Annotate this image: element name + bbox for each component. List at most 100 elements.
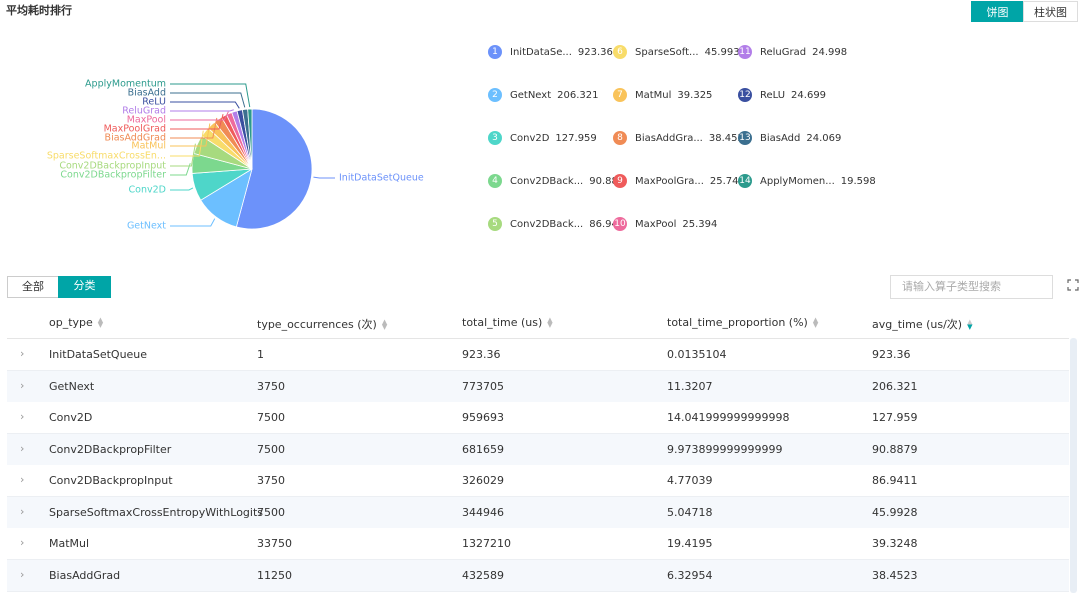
legend-label: MaxPoolGra...	[635, 176, 704, 187]
pie-label: GetNext	[127, 221, 166, 232]
legend-value: 24.998	[812, 47, 848, 58]
leader-line	[170, 101, 240, 109]
column-header[interactable]: avg_time (us/次) ▲ ▼	[872, 318, 973, 331]
sort-icon: ▲ ▼	[547, 316, 553, 329]
fullscreen-icon[interactable]	[1066, 278, 1080, 292]
legend-rank: 2	[488, 88, 502, 102]
legend-value: 19.598	[840, 176, 876, 187]
table-cell: 4.77039	[667, 474, 713, 487]
legend-label: Conv2DBack...	[510, 176, 584, 187]
legend-rank: 3	[488, 131, 502, 145]
table-row[interactable]	[7, 559, 1069, 592]
legend-value: 24.699	[791, 90, 827, 101]
legend-value: 45.993	[704, 47, 740, 58]
expand-icon[interactable]: ›	[20, 410, 25, 423]
pie-label: Conv2D	[129, 185, 166, 196]
leader-line	[170, 218, 216, 227]
table-row[interactable]	[7, 496, 1069, 529]
pie-label: ReLU	[142, 97, 166, 108]
table-cell: 773705	[462, 379, 504, 393]
legend-item[interactable]: 10 MaxPool 25.394	[613, 217, 717, 231]
leader-line	[170, 92, 246, 108]
tab-category[interactable]: 分类	[58, 276, 111, 298]
legend-item[interactable]: 1 InitDataSe... 923.360	[488, 45, 619, 59]
legend-rank: 5	[488, 217, 502, 231]
legend-label: MaxPool	[635, 219, 677, 230]
sort-icon: ▲ ▼	[967, 318, 973, 331]
pie-label: ReluGrad	[122, 106, 166, 117]
table-cell: 923.36	[462, 348, 501, 361]
legend-item[interactable]: 11 ReluGrad 24.998	[738, 45, 847, 59]
table-cell: 923.36	[872, 348, 911, 361]
pie-slice[interactable]	[247, 108, 253, 170]
leader-line	[170, 130, 204, 157]
expand-icon[interactable]: ›	[20, 504, 25, 518]
column-header[interactable]: op_type ▲ ▼	[49, 316, 104, 329]
table-row[interactable]	[7, 465, 1069, 497]
legend-value: 39.325	[677, 90, 713, 101]
leader-line	[170, 114, 224, 130]
table-cell: 11250	[257, 568, 292, 582]
table-cell: 7500	[257, 505, 285, 519]
legend-item[interactable]: 2 GetNext 206.321	[488, 88, 598, 102]
pie-toggle[interactable]: 饼图	[971, 1, 1024, 22]
expand-icon[interactable]: ›	[20, 473, 25, 486]
expand-icon[interactable]: ›	[20, 347, 25, 360]
leader-line	[170, 83, 251, 108]
table-cell: GetNext	[49, 379, 95, 393]
legend-item[interactable]: 9 MaxPoolGra... 25.740	[613, 174, 745, 188]
leader-line	[170, 109, 234, 112]
legend-item[interactable]: 3 Conv2D 127.959	[488, 131, 597, 145]
table-cell: 1327210	[462, 537, 511, 550]
legend-label: SparseSoft...	[635, 47, 699, 58]
legend-item[interactable]: 4 Conv2DBack... 90.888	[488, 174, 624, 188]
pie-label: ApplyMomentum	[85, 79, 166, 90]
legend-label: MatMul	[635, 90, 672, 101]
legend-item[interactable]: 8 BiasAddGra... 38.452	[613, 131, 744, 145]
search-input[interactable]: 请输入算子类型搜索	[890, 275, 1053, 299]
pie-label: BiasAdd	[128, 88, 166, 99]
legend-label: BiasAdd	[760, 133, 801, 144]
table-cell: 959693	[462, 411, 504, 424]
table-cell: 326029	[462, 474, 504, 487]
legend-rank: 14	[738, 174, 752, 188]
table-cell: SparseSoftmaxCrossEntropyWithLogits	[49, 505, 264, 519]
table-row[interactable]	[7, 402, 1069, 434]
legend-item[interactable]: 6 SparseSoft... 45.993	[613, 45, 740, 59]
bar-toggle[interactable]: 柱状图	[1023, 1, 1078, 22]
pie-label: BiasAddGrad	[105, 133, 166, 144]
legend-item[interactable]: 5 Conv2DBack... 86.941	[488, 217, 624, 231]
sort-icon: ▲ ▼	[812, 316, 819, 329]
table-cell: Conv2D	[49, 411, 93, 424]
table-cell: 86.9411	[872, 474, 918, 487]
expand-icon[interactable]: ›	[20, 441, 25, 455]
pie-label: Conv2DBackpropFilter	[60, 170, 166, 181]
pie-label: MatMul	[131, 141, 166, 152]
legend-item[interactable]: 13 BiasAdd 24.069	[738, 131, 841, 145]
legend-item[interactable]: 14 ApplyMomen... 19.598	[738, 174, 876, 188]
table-cell: 3750	[257, 379, 285, 393]
pie-slice[interactable]	[235, 108, 313, 230]
legend-value: 25.394	[682, 219, 718, 230]
scrollbar[interactable]	[1070, 338, 1077, 593]
legend-rank: 9	[613, 174, 627, 188]
legend-rank: 13	[738, 131, 752, 145]
pie-chart: InitDataSetQueue GetNext Conv2D Conv2DBackp…	[47, 79, 424, 232]
legend-value: 25.740	[709, 176, 745, 187]
column-header[interactable]: total_time_proportion (%) ▲ ▼	[667, 316, 819, 329]
table-cell: 38.4523	[872, 568, 918, 582]
column-header[interactable]: total_time (us) ▲ ▼	[462, 316, 553, 329]
legend-item[interactable]: 7 MatMul 39.325	[613, 88, 712, 102]
expand-icon[interactable]: ›	[20, 567, 25, 581]
expand-icon[interactable]: ›	[20, 536, 25, 549]
table-cell: 432589	[462, 568, 504, 582]
legend-value: 24.069	[806, 133, 842, 144]
column-header[interactable]: type_occurrences (次) ▲ ▼	[257, 318, 388, 331]
table-cell: Conv2DBackpropInput	[49, 474, 173, 487]
legend-label: ReluGrad	[760, 47, 807, 58]
expand-icon[interactable]: ›	[20, 378, 25, 392]
legend-item[interactable]: 12 ReLU 24.699	[738, 88, 826, 102]
leader-line	[170, 117, 218, 139]
leader-line	[170, 163, 191, 176]
